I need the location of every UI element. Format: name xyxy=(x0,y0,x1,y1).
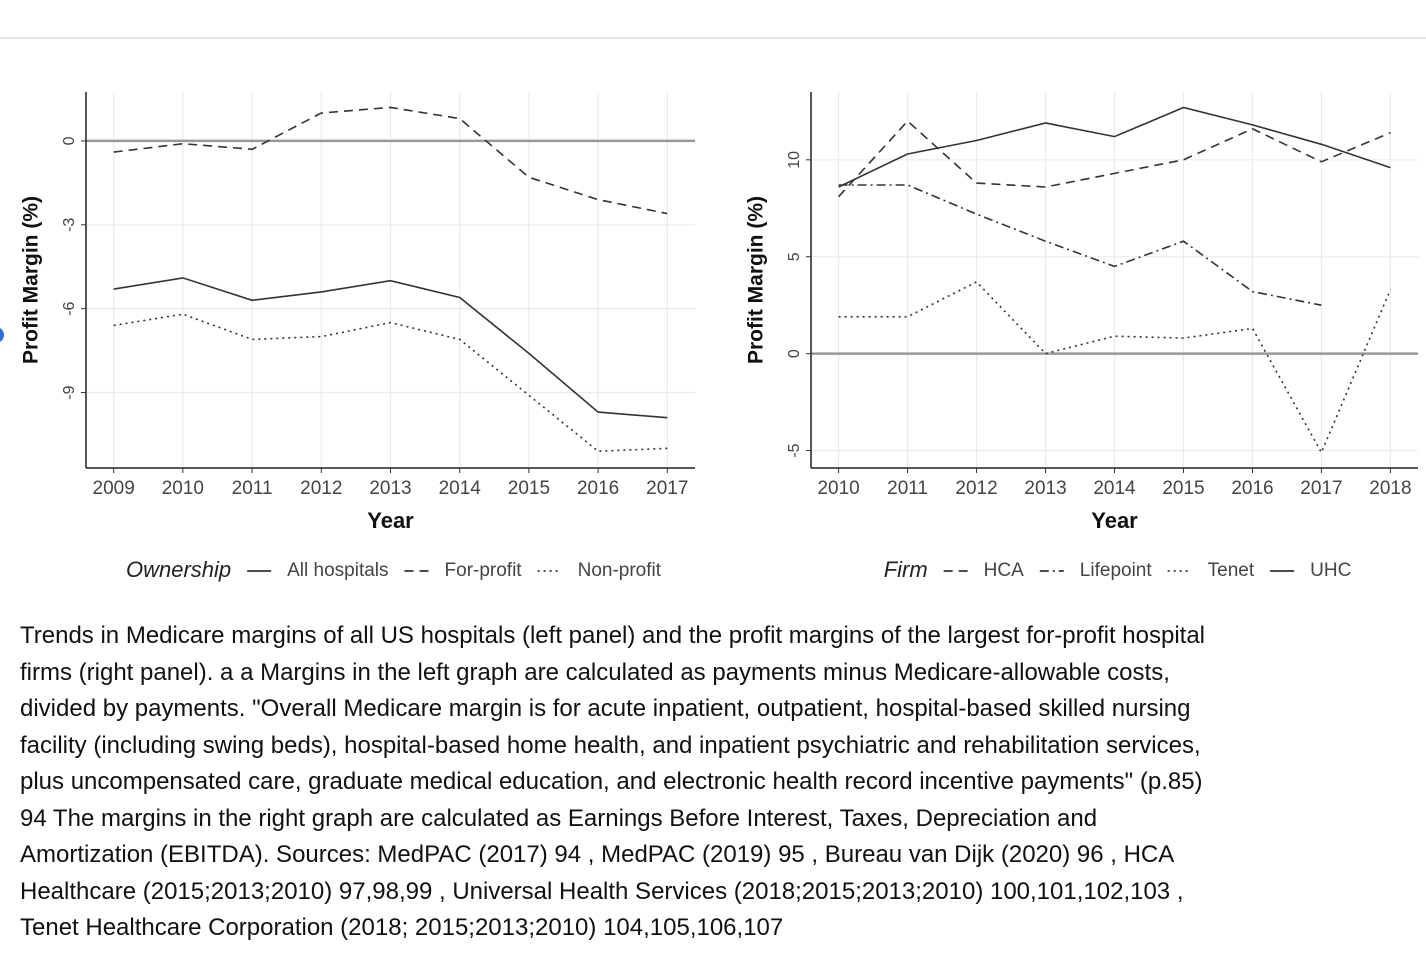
caption-line: Amortization (EBITDA). Sources: MedPAC (… xyxy=(20,841,1175,868)
legend-label: HCA xyxy=(984,560,1024,581)
caption-line: Trends in Medicare margins of all US hos… xyxy=(20,622,1205,649)
caption: Trends in Medicare margins of all US hos… xyxy=(20,618,1205,947)
series-line xyxy=(838,184,1322,306)
y-tick-label: 5 xyxy=(786,252,803,261)
y-tick-label: -6 xyxy=(61,301,78,315)
x-tick-label: 2013 xyxy=(369,478,411,499)
caption-line: 94 The margins in the right graph are ca… xyxy=(20,804,1098,832)
y-tick-label: -5 xyxy=(786,443,803,457)
legend-label: Lifepoint xyxy=(1080,560,1153,581)
legend-title: Ownership xyxy=(126,557,231,582)
legend: Ownership All hospitals For-profit Non-prof… xyxy=(126,557,662,582)
caption-line: divided by payments. "Overall Medicare m… xyxy=(20,695,1191,722)
y-tick-label: 0 xyxy=(786,349,803,358)
legend: Firm HCA Lifepoint Tenet UHC xyxy=(884,557,1352,582)
y-tick-label: 0 xyxy=(61,136,78,145)
y-axis-title: Profit Margin (%) xyxy=(745,196,768,364)
x-tick-label: 2014 xyxy=(439,478,482,499)
series-line xyxy=(113,277,668,419)
x-tick-label: 2011 xyxy=(232,478,273,499)
x-tick-label: 2012 xyxy=(955,478,997,499)
x-tick-label: 2012 xyxy=(300,478,342,499)
x-tick-label: 2011 xyxy=(887,478,928,499)
legend-label: For-profit xyxy=(445,560,523,581)
series-line xyxy=(113,106,668,215)
y-tick-label: -9 xyxy=(61,385,78,399)
charts: 0 -3 -6 -9 2009 2010 2011 2012 2013 2014 2015 2016 2… xyxy=(0,37,1426,582)
series-line xyxy=(113,313,668,453)
caption-line: plus uncompensated care, graduate medica… xyxy=(20,768,1203,795)
legend-title: Firm xyxy=(884,557,928,582)
x-tick-label: 2017 xyxy=(1300,478,1342,499)
x-tick-label: 2016 xyxy=(577,478,619,499)
x-tick-label: 2016 xyxy=(1231,478,1273,499)
caption-line: Healthcare (2015;2013;2010) 97,98,99 , U… xyxy=(20,877,1184,905)
y-tick-label: -3 xyxy=(61,218,78,232)
x-tick-label: 2010 xyxy=(817,478,859,499)
caption-line: firms (right panel). a a Margins in the … xyxy=(20,658,1170,686)
legend-label: UHC xyxy=(1310,560,1351,581)
legend-label: All hospitals xyxy=(287,560,388,581)
x-tick-label: 2018 xyxy=(1369,478,1411,499)
x-tick-label: 2017 xyxy=(646,478,688,499)
x-tick-label: 2014 xyxy=(1093,478,1136,499)
scroll-indicator xyxy=(0,328,4,342)
x-tick-label: 2009 xyxy=(93,478,135,499)
x-axis-title: Year xyxy=(367,508,414,533)
x-axis-title: Year xyxy=(1091,508,1138,533)
y-tick-label: 10 xyxy=(786,151,803,169)
x-tick-label: 2015 xyxy=(1162,478,1204,499)
x-tick-label: 2015 xyxy=(508,478,550,499)
series-line xyxy=(838,106,1391,188)
caption-line: Tenet Healthcare Corporation (2018; 2015… xyxy=(20,914,784,941)
caption-line: facility (including swing beds), hospita… xyxy=(20,731,1201,759)
y-axis-title: Profit Margin (%) xyxy=(20,196,43,364)
series-line xyxy=(838,119,1391,198)
legend-label: Non-profit xyxy=(578,560,662,581)
x-tick-label: 2013 xyxy=(1024,478,1066,499)
legend-label: Tenet xyxy=(1208,560,1255,581)
x-tick-label: 2010 xyxy=(162,478,204,499)
